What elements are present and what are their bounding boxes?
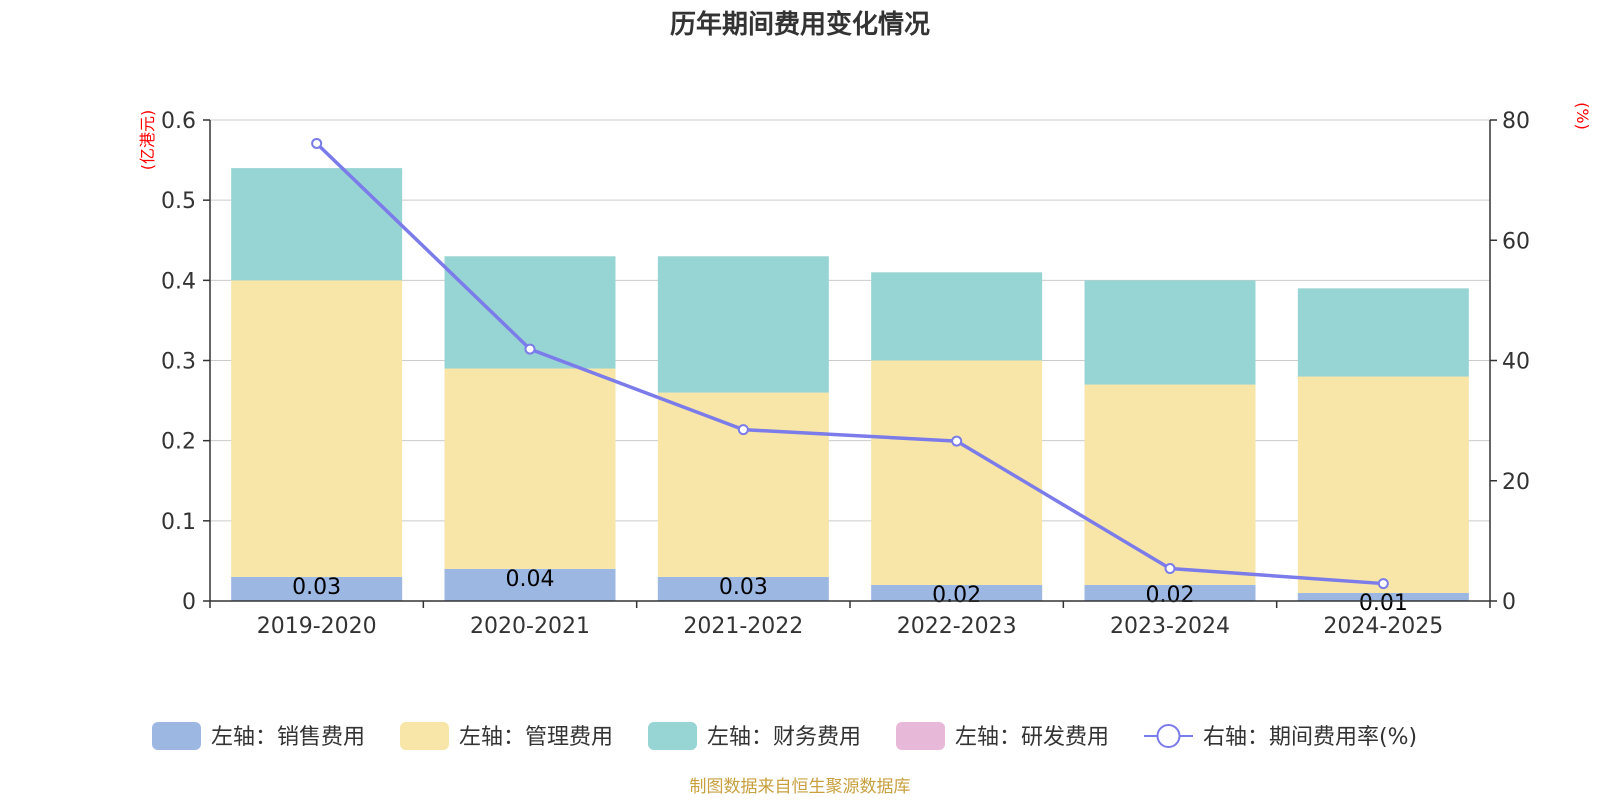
x-axis-tick-label: 2021-2022 — [683, 614, 803, 639]
legend-label: 左轴：财务费用 — [707, 725, 861, 750]
rate-point — [951, 435, 963, 447]
bar-segment — [231, 280, 403, 577]
right-axis-tick-label: 40 — [1502, 350, 1530, 375]
rate-point — [1377, 578, 1389, 590]
right-axis-tick-label: 60 — [1502, 229, 1530, 254]
left-axis-unit: (亿港元) — [138, 110, 157, 171]
bar-data-label: 0.03 — [719, 575, 768, 600]
left-axis-tick-label: 0.2 — [161, 430, 196, 455]
legend-swatch — [648, 722, 697, 750]
x-axis-tick-label: 2022-2023 — [897, 614, 1017, 639]
right-axis-unit: (%) — [1573, 102, 1592, 130]
legend-swatch — [152, 722, 201, 750]
bar-segment — [1084, 384, 1256, 585]
bar-segment — [657, 392, 829, 577]
left-axis-tick-label: 0 — [182, 590, 196, 615]
rate-line — [311, 137, 1389, 590]
bar-segment — [1084, 280, 1256, 385]
bar-data-label: 0.01 — [1359, 591, 1408, 616]
bar-segment — [444, 568, 616, 601]
bar-data-label: 0.03 — [292, 575, 341, 600]
bar-segment — [871, 360, 1043, 585]
bar-segment — [1297, 376, 1469, 593]
bar-data-label: 0.02 — [932, 583, 981, 608]
legend-label: 左轴：研发费用 — [955, 725, 1109, 750]
legend-label: 右轴：期间费用率(%) — [1203, 725, 1417, 750]
bar-segment — [1084, 584, 1256, 601]
bar-data-label: 0.02 — [1146, 583, 1195, 608]
bar-segment — [1297, 288, 1469, 377]
source-note: 制图数据来自恒生聚源数据库 — [690, 777, 911, 797]
bar-segment — [231, 168, 403, 281]
right-axis-tick-label: 0 — [1502, 590, 1516, 615]
rate-point — [1164, 563, 1176, 575]
bar-data-label: 0.04 — [506, 567, 555, 592]
legend-swatch — [400, 722, 449, 750]
rate-point — [311, 137, 323, 149]
legend-marker — [1156, 724, 1181, 748]
bars: 0.03 0.04 0.03 0.02 0.02 0.01 — [231, 168, 1469, 616]
x-axis-tick-label: 2024-2025 — [1323, 614, 1443, 639]
left-axis-tick-label: 0.4 — [161, 269, 196, 294]
legend-label: 左轴：销售费用 — [211, 725, 365, 750]
x-axis-tick-label: 2023-2024 — [1110, 614, 1230, 639]
rate-line-path — [315, 142, 1384, 586]
left-axis-tick-label: 0.1 — [161, 510, 196, 535]
bar-segment — [1297, 592, 1469, 601]
rate-point — [737, 424, 749, 436]
grid — [210, 119, 1490, 522]
bar-segment — [444, 368, 616, 569]
right-axis-tick-label: 20 — [1502, 470, 1530, 495]
legend-label: 左轴：管理费用 — [459, 725, 613, 750]
legend: 左轴：销售费用 左轴：管理费用 左轴：财务费用 左轴：研发费用 右轴：期间费用率(%) — [152, 722, 1417, 750]
axes: 0 0.1 0.2 0.3 0.4 0.5 0.6 0 20 40 60 80 2019-2020 202… — [161, 109, 1530, 639]
bar-segment — [657, 256, 829, 393]
left-axis-tick-label: 0.6 — [161, 109, 196, 134]
left-axis-tick-label: 0.5 — [161, 189, 196, 214]
x-axis-tick-label: 2019-2020 — [257, 614, 377, 639]
chart-title: 历年期间费用变化情况 — [670, 9, 930, 40]
bar-segment — [657, 576, 829, 601]
bar-segment — [871, 584, 1043, 601]
left-axis-tick-label: 0.3 — [161, 350, 196, 375]
rate-point — [524, 343, 536, 355]
right-axis-tick-label: 80 — [1502, 109, 1530, 134]
bar-segment — [231, 576, 403, 601]
x-axis-tick-label: 2020-2021 — [470, 614, 590, 639]
legend-swatch — [896, 722, 945, 750]
bar-segment — [871, 272, 1043, 361]
